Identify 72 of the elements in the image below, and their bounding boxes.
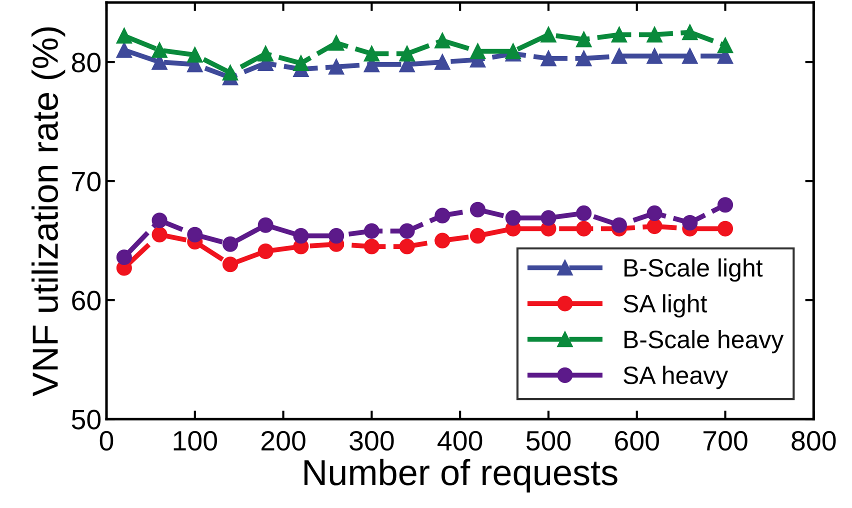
- x-tick-label: 500: [526, 430, 571, 451]
- point: [646, 48, 662, 64]
- y-axis-title: VNF utilization rate (%): [32, 27, 66, 396]
- point: [152, 42, 168, 58]
- x-tick-label: 400: [438, 430, 482, 451]
- x-tick-label: 0: [100, 430, 114, 451]
- x-tick-label: 300: [350, 430, 394, 451]
- point: [399, 238, 415, 254]
- point: [717, 197, 734, 213]
- point: [293, 55, 309, 72]
- point: [576, 50, 592, 66]
- point: [682, 24, 698, 40]
- x-tick-label: 600: [615, 430, 659, 451]
- point: [576, 205, 592, 221]
- point: [258, 217, 274, 233]
- point: [152, 212, 168, 228]
- point: [470, 44, 486, 60]
- point: [470, 228, 486, 244]
- point: [576, 32, 592, 48]
- point: [258, 46, 274, 62]
- point: [328, 228, 344, 244]
- point: [399, 223, 415, 239]
- legend-label: SA light: [624, 294, 708, 318]
- point: [540, 26, 556, 42]
- point: [540, 50, 556, 66]
- point: [293, 228, 309, 244]
- point: [717, 38, 734, 54]
- point: [646, 218, 662, 234]
- point: [717, 220, 734, 236]
- point: [682, 48, 698, 64]
- x-tick-label: 800: [792, 430, 836, 451]
- point: [116, 249, 132, 266]
- x-axis-title: Number of requests: [304, 458, 618, 493]
- point: [328, 59, 344, 75]
- point: [364, 46, 380, 62]
- point: [364, 223, 380, 239]
- point: [611, 48, 627, 64]
- y-tick-label: 80: [72, 52, 101, 72]
- point: [116, 28, 132, 44]
- y-tick-label: 60: [72, 290, 101, 310]
- x-tick-label: 700: [704, 430, 748, 451]
- legend-label: SA heavy: [624, 366, 728, 390]
- y-tick-label: 70: [72, 172, 101, 192]
- point: [222, 236, 238, 252]
- point: [505, 210, 521, 226]
- point: [540, 210, 556, 226]
- point: [611, 26, 627, 42]
- point: [222, 64, 238, 81]
- point: [434, 32, 450, 48]
- point: [116, 42, 132, 58]
- point: [328, 35, 344, 51]
- point: [187, 226, 203, 242]
- x-tick-label: 200: [262, 430, 306, 451]
- point: [364, 238, 380, 254]
- point: [187, 47, 203, 63]
- point: [258, 244, 274, 260]
- point: [646, 205, 662, 221]
- point: [434, 208, 450, 224]
- x-tick-label: 100: [174, 430, 217, 451]
- y-tick-label: 50: [72, 410, 101, 430]
- point: [152, 226, 168, 242]
- point: [434, 54, 450, 70]
- point: [611, 217, 627, 233]
- legend-label: B-Scale light: [624, 258, 763, 282]
- point: [434, 232, 450, 248]
- point: [399, 46, 415, 62]
- point: [646, 26, 662, 42]
- point: [222, 256, 238, 272]
- point: [682, 214, 698, 230]
- point: [470, 202, 486, 218]
- legend-label: B-Scale heavy: [624, 330, 784, 354]
- point: [576, 220, 592, 236]
